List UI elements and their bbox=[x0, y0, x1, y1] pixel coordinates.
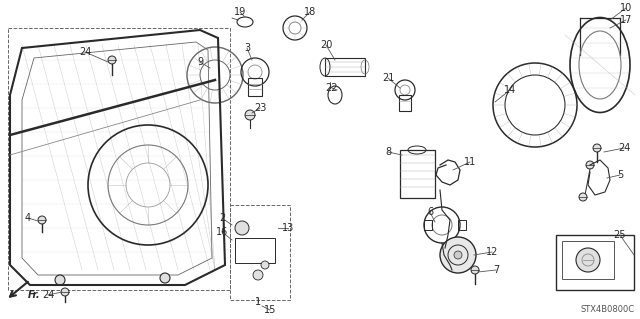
Text: STX4B0800C: STX4B0800C bbox=[581, 305, 635, 314]
Circle shape bbox=[593, 144, 601, 152]
Text: Fr.: Fr. bbox=[28, 290, 40, 300]
Text: 21: 21 bbox=[382, 73, 394, 83]
Text: 4: 4 bbox=[25, 213, 31, 223]
Circle shape bbox=[38, 216, 46, 224]
Text: 15: 15 bbox=[264, 305, 276, 315]
Circle shape bbox=[471, 266, 479, 274]
Text: 9: 9 bbox=[197, 57, 203, 67]
Text: 24: 24 bbox=[42, 290, 54, 300]
Text: 2: 2 bbox=[219, 213, 225, 223]
Text: 23: 23 bbox=[254, 103, 266, 113]
Text: 20: 20 bbox=[320, 40, 332, 50]
Text: 3: 3 bbox=[244, 43, 250, 53]
Bar bbox=[399, 95, 411, 111]
Circle shape bbox=[245, 110, 255, 120]
Bar bbox=[230, 205, 290, 300]
Circle shape bbox=[61, 288, 69, 296]
Bar bbox=[325, 58, 365, 76]
Bar bbox=[424, 220, 432, 230]
Bar bbox=[556, 235, 634, 290]
Text: 13: 13 bbox=[282, 223, 294, 233]
Bar bbox=[562, 241, 614, 279]
Circle shape bbox=[579, 193, 587, 201]
Text: 6: 6 bbox=[427, 207, 433, 217]
Circle shape bbox=[253, 270, 263, 280]
Text: 7: 7 bbox=[493, 265, 499, 275]
Circle shape bbox=[454, 251, 462, 259]
Bar bbox=[400, 150, 435, 198]
Text: 25: 25 bbox=[614, 230, 627, 240]
Circle shape bbox=[440, 237, 476, 273]
Bar bbox=[248, 78, 262, 96]
Bar bbox=[235, 238, 275, 263]
Bar bbox=[458, 220, 466, 230]
Text: 24: 24 bbox=[618, 143, 630, 153]
Circle shape bbox=[235, 221, 249, 235]
Text: 1: 1 bbox=[255, 297, 261, 307]
Text: 24: 24 bbox=[79, 47, 91, 57]
Circle shape bbox=[160, 273, 170, 283]
Text: 18: 18 bbox=[304, 7, 316, 17]
Circle shape bbox=[261, 261, 269, 269]
Text: 11: 11 bbox=[464, 157, 476, 167]
Text: 14: 14 bbox=[504, 85, 516, 95]
Circle shape bbox=[586, 161, 594, 169]
Text: 22: 22 bbox=[326, 83, 339, 93]
Bar bbox=[8, 28, 230, 290]
Text: 16: 16 bbox=[216, 227, 228, 237]
Text: 12: 12 bbox=[486, 247, 498, 257]
Text: 19: 19 bbox=[234, 7, 246, 17]
Text: 17: 17 bbox=[620, 15, 632, 25]
Text: 5: 5 bbox=[617, 170, 623, 180]
Circle shape bbox=[108, 56, 116, 64]
Text: 10: 10 bbox=[620, 3, 632, 13]
Circle shape bbox=[55, 275, 65, 285]
Text: 8: 8 bbox=[385, 147, 391, 157]
Circle shape bbox=[576, 248, 600, 272]
